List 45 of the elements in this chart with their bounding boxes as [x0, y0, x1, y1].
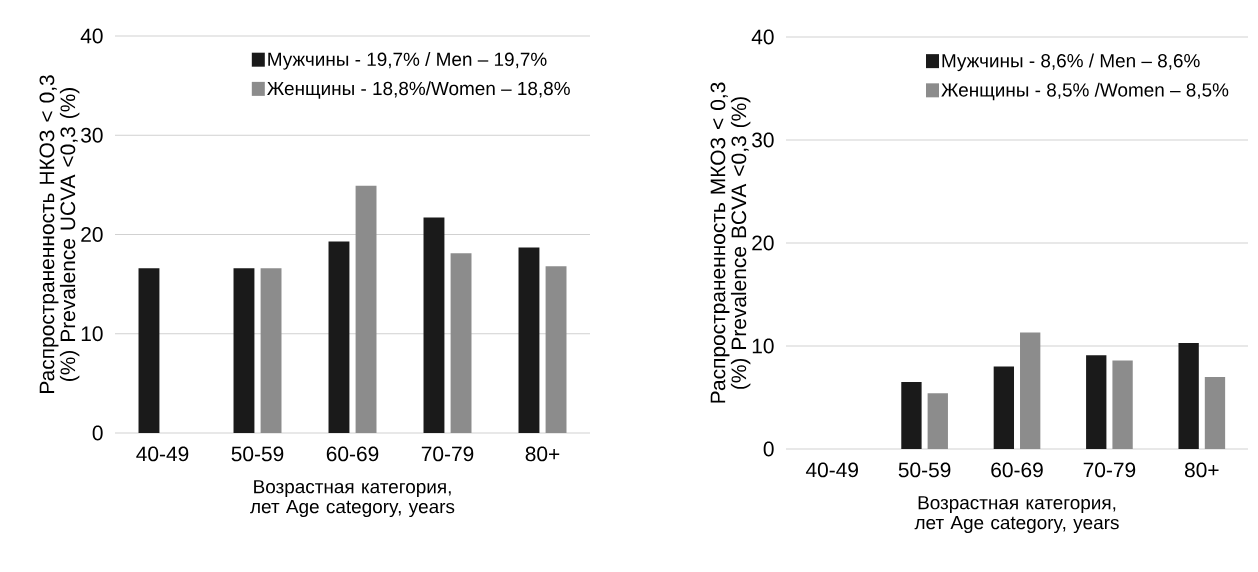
bar [1178, 342, 1199, 449]
bar [138, 268, 160, 433]
y-axis-title: Распространенность МКОЗ < 0,3 (%) Prevalence BCVA <0,3 (%) [710, 82, 751, 403]
y-axis-title: Распространенность НКОЗ < 0,3 (%) Prevalence UCVA <0,3 (%) [39, 75, 80, 393]
bar [233, 268, 255, 433]
legend-label: Мужчины - 8,6% / Men – 8,6% [942, 53, 1200, 72]
y-tick-label: 30 [752, 132, 774, 148]
y-tick-label: 20 [81, 227, 103, 242]
x-tick-label: 60-69 [991, 462, 1043, 478]
x-tick-label: 40-49 [136, 446, 189, 462]
bar [260, 268, 282, 433]
x-tick-label: 40-49 [805, 462, 858, 478]
x-axis-title: Возрастная категория, лет Age category, years [914, 496, 1119, 534]
bar [927, 393, 948, 449]
y-tick-label: 0 [763, 441, 774, 457]
x-axis-title: Возрастная категория, лет Age category, years [250, 480, 455, 518]
bar [1204, 376, 1226, 449]
x-tick-label: 50-59 [898, 462, 951, 478]
legend-label: Мужчины - 19,7% / Men – 19,7% [268, 52, 547, 70]
bar [423, 217, 445, 433]
y-tick-label: 10 [81, 326, 103, 342]
legend-label: Женщины - 18,8%/Women – 18,8% [267, 81, 570, 99]
x-tick-label: 60-69 [326, 446, 379, 462]
x-tick-label: 70-79 [1083, 462, 1136, 478]
bar [901, 382, 922, 449]
bar [1112, 360, 1133, 449]
y-tick-label: 20 [752, 235, 774, 251]
y-tick-label: 0 [92, 425, 103, 441]
bar [328, 241, 350, 433]
bar [545, 266, 567, 433]
y-tick-label: 30 [81, 127, 103, 143]
legend-label: Женщины - 8,5% /Women – 8,5% [941, 82, 1229, 101]
y-tick-label: 40 [80, 28, 103, 44]
x-tick-label: 80+ [525, 446, 560, 462]
bar [518, 247, 540, 433]
bar [355, 185, 377, 433]
y-tick-label: 40 [751, 29, 774, 45]
y-tick-label: 10 [752, 338, 774, 354]
bar [450, 253, 472, 433]
bar [1020, 332, 1041, 449]
bar [993, 366, 1015, 449]
bar [1086, 355, 1107, 449]
x-tick-label: 80+ [1184, 462, 1219, 478]
x-tick-label: 50-59 [231, 446, 284, 462]
x-tick-label: 70-79 [421, 446, 474, 462]
